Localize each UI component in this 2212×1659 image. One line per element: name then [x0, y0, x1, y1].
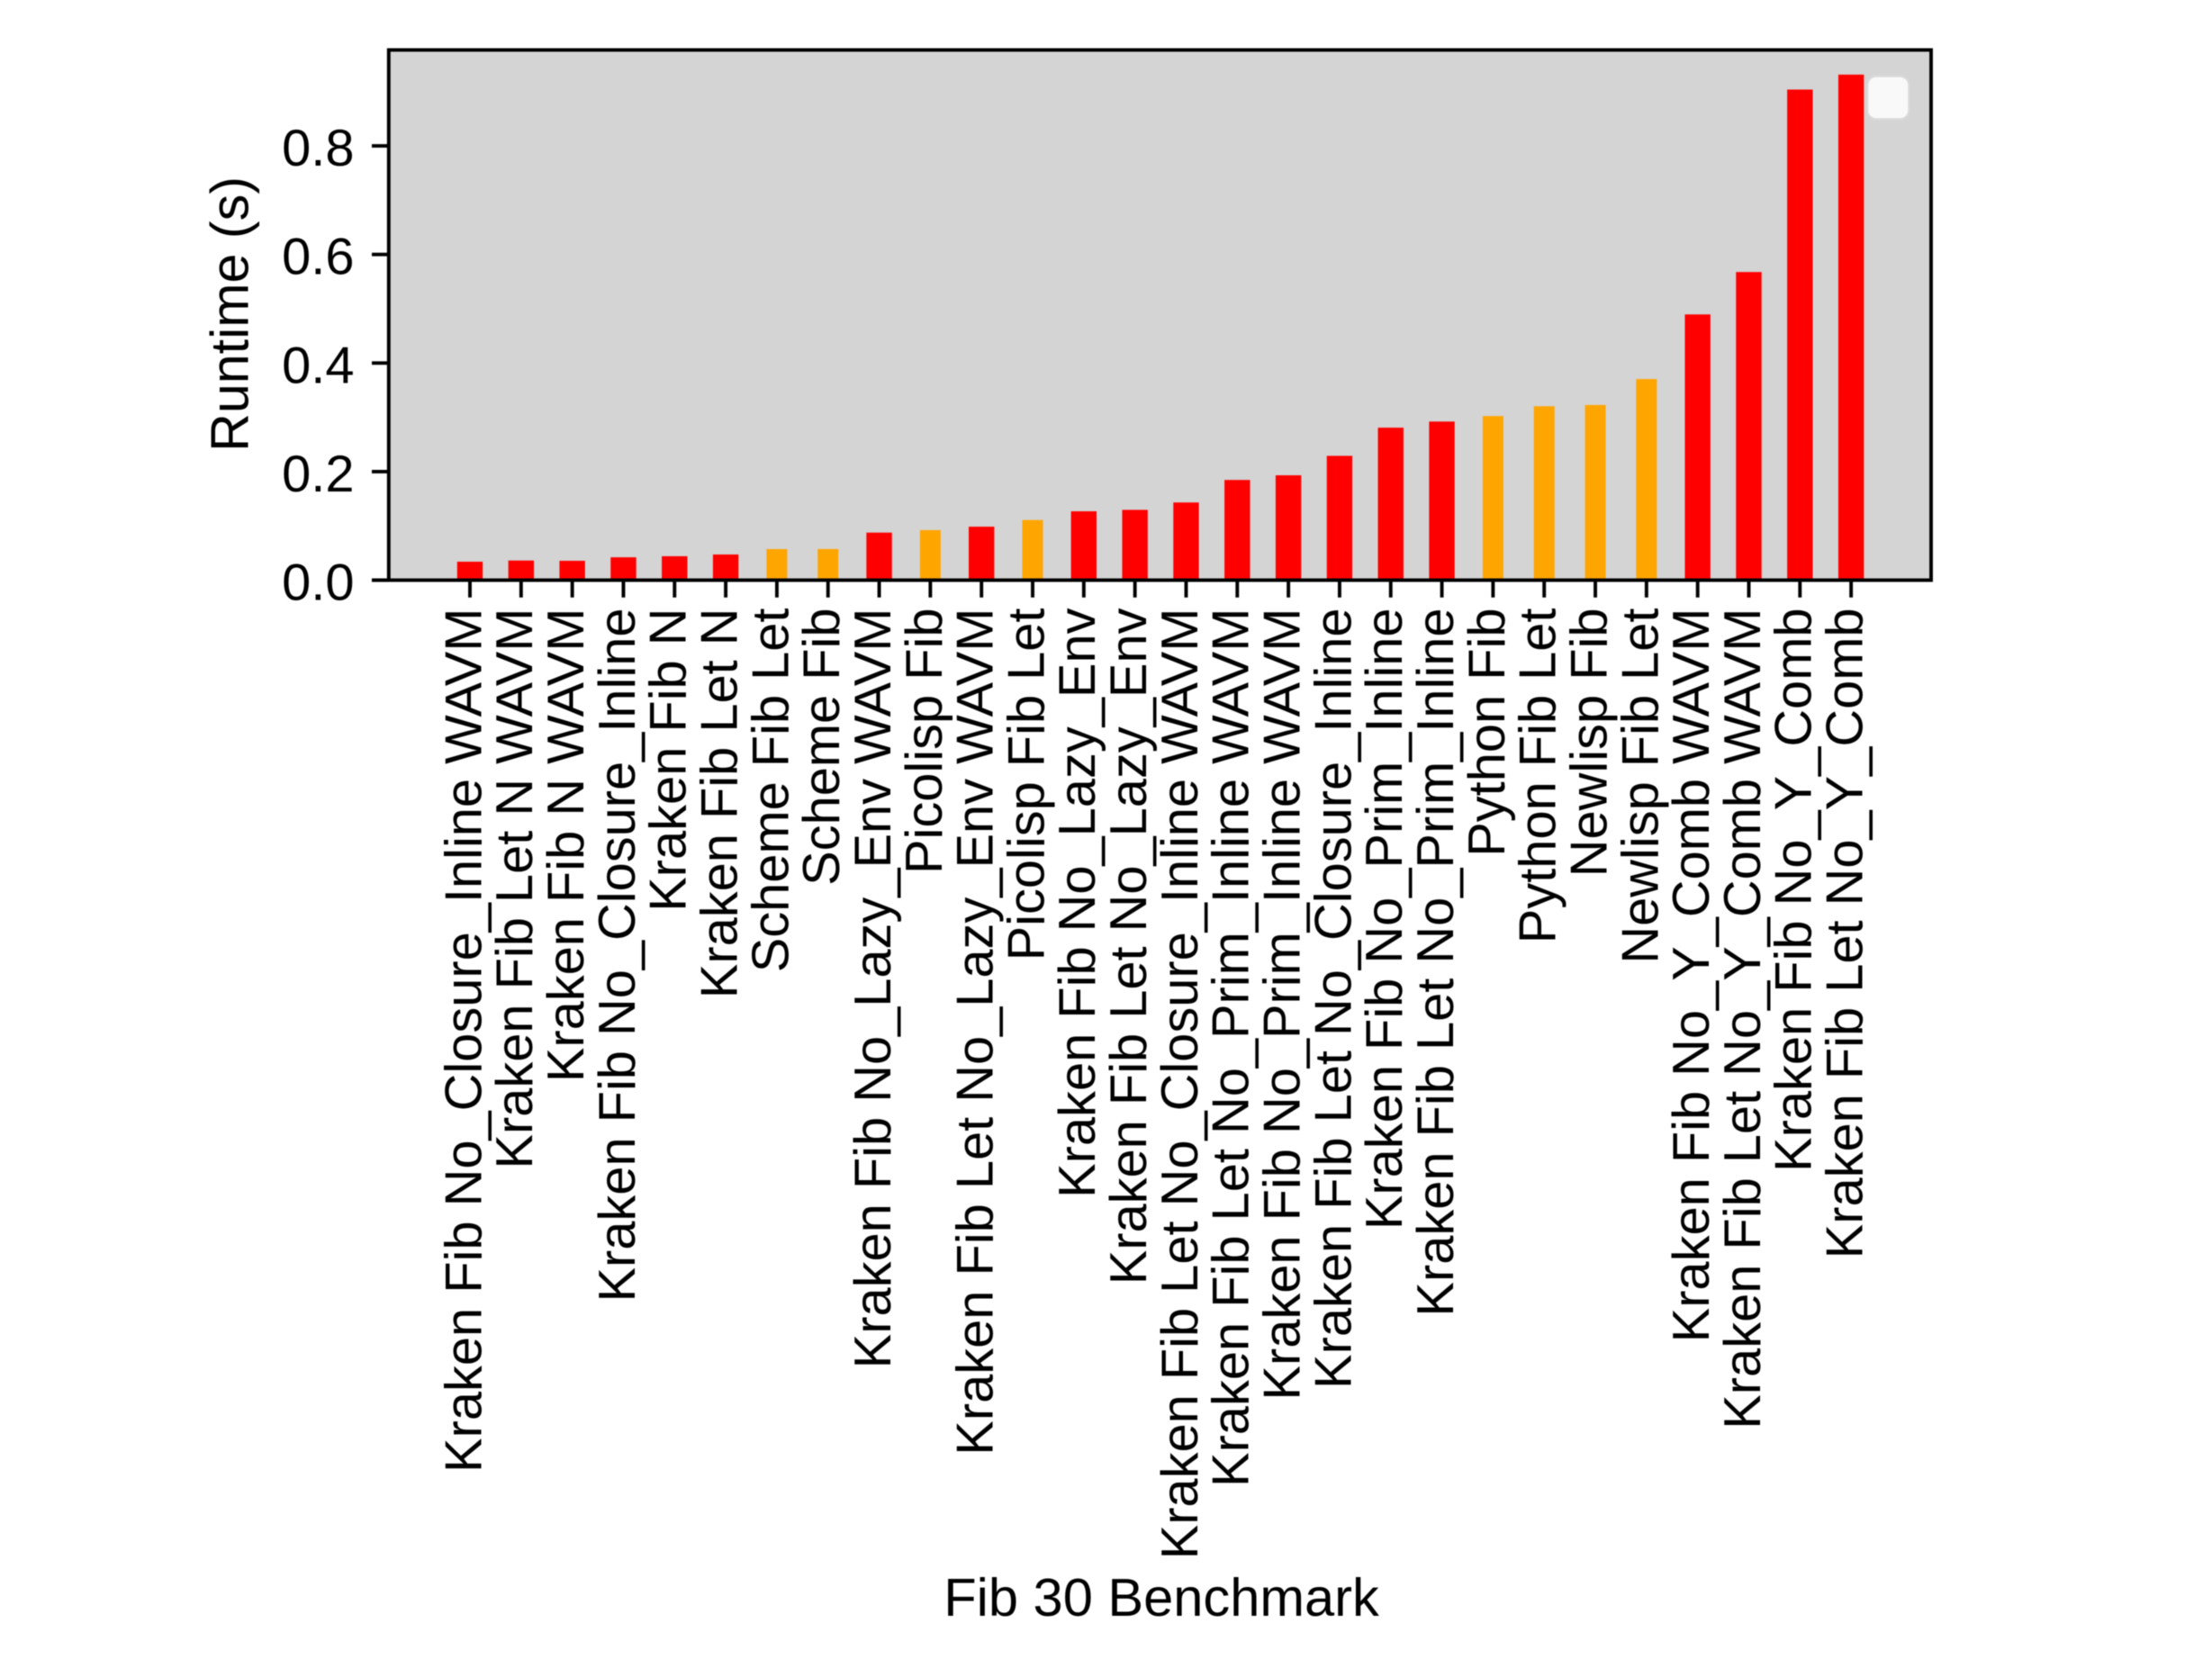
svg-text:Kraken Fib Let No_Closure_Inli: Kraken Fib Let No_Closure_Inline WAVM — [1151, 609, 1209, 1560]
svg-text:Newlisp Fib Let: Newlisp Fib Let — [1612, 609, 1669, 964]
svg-text:Kraken Fib Let No_Closure_Inli: Kraken Fib Let No_Closure_Inline — [1305, 609, 1362, 1389]
svg-text:Kraken Fib No_Prim_Inline: Kraken Fib No_Prim_Inline — [1356, 609, 1413, 1231]
svg-text:Kraken Fib N WAVM: Kraken Fib N WAVM — [537, 609, 595, 1083]
svg-text:Kraken Fib No_Closure_Inline W: Kraken Fib No_Closure_Inline WAVM — [435, 609, 492, 1473]
svg-text:Fib 30 Benchmark: Fib 30 Benchmark — [943, 1567, 1379, 1627]
svg-text:Kraken Fib No_Prim_Inline WAVM: Kraken Fib No_Prim_Inline WAVM — [1254, 609, 1312, 1401]
svg-text:Kraken Fib Let No_Y_Comb: Kraken Fib Let No_Y_Comb — [1817, 609, 1874, 1259]
svg-text:Kraken Fib Let No_Y_Comb WAVM: Kraken Fib Let No_Y_Comb WAVM — [1714, 609, 1772, 1429]
svg-text:Kraken Fib Let No_Prim_Inline: Kraken Fib Let No_Prim_Inline WAVM — [1203, 609, 1260, 1487]
svg-text:0.6: 0.6 — [282, 229, 354, 286]
svg-text:Kraken Fib No_Y_Comb: Kraken Fib No_Y_Comb — [1765, 609, 1823, 1172]
svg-text:Python Fib Let: Python Fib Let — [1510, 609, 1567, 944]
svg-text:Scheme Fib: Scheme Fib — [793, 609, 851, 886]
svg-text:Picolisp Fib: Picolisp Fib — [896, 609, 953, 875]
svg-text:0.0: 0.0 — [282, 555, 354, 612]
svg-text:0.8: 0.8 — [282, 120, 354, 177]
svg-text:Kraken Fib Let N: Kraken Fib Let N — [691, 609, 749, 999]
svg-text:Kraken Fib Let No_Prim_Inline: Kraken Fib Let No_Prim_Inline — [1407, 609, 1465, 1317]
svg-text:Newlisp Fib: Newlisp Fib — [1560, 609, 1618, 878]
svg-text:Python Fib: Python Fib — [1458, 609, 1516, 857]
svg-text:Kraken Fib Let No_Lazy_Env WAV: Kraken Fib Let No_Lazy_Env WAVM — [947, 609, 1005, 1456]
svg-text:Runtime (s): Runtime (s) — [200, 176, 260, 452]
svg-text:Kraken Fib N: Kraken Fib N — [640, 609, 698, 912]
svg-text:Kraken Fib No_Y_Comb WAVM: Kraken Fib No_Y_Comb WAVM — [1663, 609, 1720, 1343]
svg-text:Kraken Fib Let No_Lazy_Env: Kraken Fib Let No_Lazy_Env — [1100, 608, 1158, 1285]
svg-text:Kraken Fib No_Closure_Inline: Kraken Fib No_Closure_Inline — [589, 609, 646, 1303]
svg-text:0.2: 0.2 — [282, 446, 354, 503]
svg-text:Scheme Fib Let: Scheme Fib Let — [742, 609, 799, 973]
svg-text:Picolisp Fib Let: Picolisp Fib Let — [998, 609, 1055, 961]
svg-text:Kraken Fib No_Lazy_Env: Kraken Fib No_Lazy_Env — [1049, 608, 1106, 1197]
svg-text:Kraken Fib No_Lazy_Env WAVM: Kraken Fib No_Lazy_Env WAVM — [844, 609, 902, 1369]
svg-text:Kraken Fib Let N WAVM: Kraken Fib Let N WAVM — [486, 609, 544, 1169]
svg-text:0.4: 0.4 — [282, 337, 354, 394]
